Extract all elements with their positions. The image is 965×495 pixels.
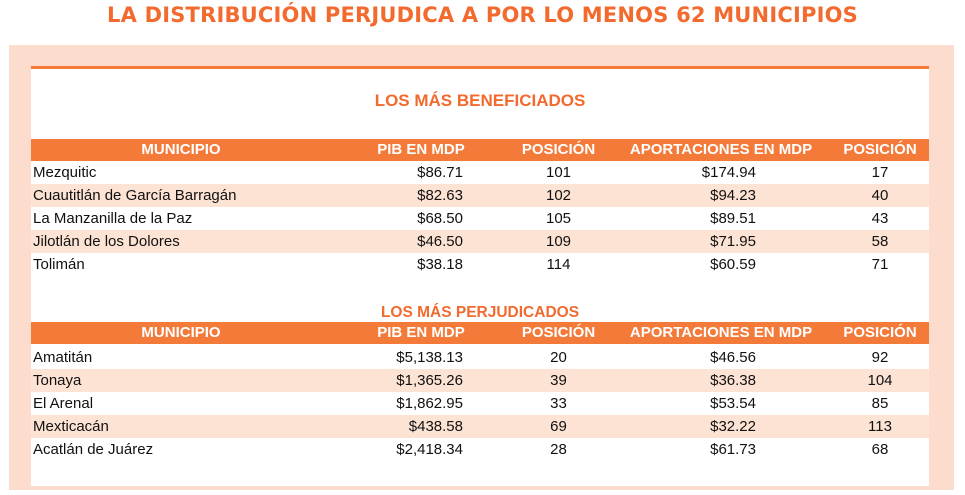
header-posicion-aportaciones: POSICIÓN [843, 324, 917, 341]
cell-municipio: Mezquitic [33, 164, 97, 181]
cell-pib: $1,862.95 [396, 395, 463, 412]
header-posicion-pib: POSICIÓN [521, 141, 596, 158]
cell-posicion-aportaciones: 17 [871, 164, 889, 181]
section-title-perjudicados: LOS MÁS PERJUDICADOS [380, 304, 580, 321]
cell-municipio: Jilotlán de los Dolores [33, 233, 180, 250]
cell-aportaciones: $61.73 [710, 441, 756, 458]
cell-posicion-pib: 105 [545, 210, 572, 227]
cell-municipio: El Arenal [33, 395, 94, 412]
cell-aportaciones: $36.38 [710, 372, 756, 389]
card-top-rule [31, 66, 929, 69]
cell-aportaciones: $174.94 [701, 164, 756, 181]
header-pib: PIB EN MDP [377, 141, 465, 158]
table-row: Mexticacán $438.58 69 $32.22 113 [31, 415, 929, 438]
cell-posicion-pib: 109 [545, 233, 572, 250]
cell-posicion-aportaciones: 58 [871, 233, 889, 250]
cell-municipio: Tolimán [33, 256, 85, 273]
cell-municipio: Cuautitlán de García Barragán [33, 187, 237, 204]
table-card: LOS MÁS BENEFICIADOS MUNICIPIO PIB EN MD… [31, 66, 929, 486]
cell-municipio: Tonaya [33, 372, 82, 389]
cell-posicion-pib: 102 [545, 187, 572, 204]
header-aportaciones: APORTACIONES EN MDP [629, 324, 813, 341]
table-row: Tonaya $1,365.26 39 $36.38 104 [31, 369, 929, 392]
header-row-perjudicados: MUNICIPIO PIB EN MDP POSICIÓN APORTACION… [31, 322, 929, 344]
cell-aportaciones: $71.95 [710, 233, 756, 250]
cell-pib: $1,365.26 [396, 372, 463, 389]
cell-posicion-aportaciones: 68 [871, 441, 889, 458]
cell-posicion-aportaciones: 92 [871, 349, 889, 366]
cell-posicion-aportaciones: 40 [871, 187, 889, 204]
cell-pib: $2,418.34 [396, 441, 463, 458]
cell-aportaciones: $94.23 [710, 187, 756, 204]
table-row: Mezquitic $86.71 101 $174.94 17 [31, 161, 929, 184]
cell-posicion-pib: 69 [550, 418, 567, 435]
cell-municipio: Acatlán de Juárez [33, 441, 154, 458]
cell-municipio: Amatitán [33, 349, 93, 366]
cell-posicion-aportaciones: 43 [871, 210, 889, 227]
table-row: El Arenal $1,862.95 33 $53.54 85 [31, 392, 929, 415]
cell-posicion-pib: 114 [546, 256, 571, 273]
table-row: Jilotlán de los Dolores $46.50 109 $71.95 58 [31, 230, 929, 253]
table-row: Acatlán de Juárez $2,418.34 28 $61.73 68 [31, 438, 929, 461]
table-row: La Manzanilla de la Paz $68.50 105 $89.51 43 [31, 207, 929, 230]
section-title-beneficiados: LOS MÁS BENEFICIADOS [374, 91, 586, 110]
cell-posicion-aportaciones: 113 [868, 418, 892, 435]
cell-municipio: La Manzanilla de la Paz [33, 210, 193, 227]
header-pib: PIB EN MDP [377, 324, 465, 341]
page-title: LA DISTRIBUCIÓN PERJUDICA A POR LO MENOS… [107, 3, 858, 27]
cell-municipio: Mexticacán [33, 418, 109, 435]
cell-pib: $86.71 [417, 164, 463, 181]
header-aportaciones: APORTACIONES EN MDP [629, 141, 813, 158]
header-posicion-pib: POSICIÓN [521, 324, 596, 341]
header-row-beneficiados: MUNICIPIO PIB EN MDP POSICIÓN APORTACION… [31, 139, 929, 161]
cell-pib: $38.18 [417, 256, 463, 273]
cell-pib: $46.50 [417, 233, 463, 250]
cell-posicion-aportaciones: 85 [871, 395, 889, 412]
cell-posicion-pib: 39 [550, 372, 567, 389]
table-row: Cuautitlán de García Barragán $82.63 102 $9… [31, 184, 929, 207]
cell-aportaciones: $46.56 [710, 349, 756, 366]
header-municipio: MUNICIPIO [141, 141, 221, 158]
cell-pib: $5,138.13 [396, 349, 463, 366]
table-row: Amatitán $5,138.13 20 $46.56 92 [31, 346, 929, 369]
cell-aportaciones: $32.22 [710, 418, 756, 435]
table-row: Tolimán $38.18 114 $60.59 71 [31, 253, 929, 276]
cell-posicion-pib: 101 [545, 164, 572, 181]
cell-aportaciones: $60.59 [710, 256, 756, 273]
cell-posicion-aportaciones: 71 [871, 256, 889, 273]
header-municipio: MUNICIPIO [141, 324, 221, 341]
cell-posicion-aportaciones: 104 [867, 372, 893, 389]
cell-pib: $68.50 [417, 210, 463, 227]
cell-aportaciones: $53.54 [710, 395, 756, 412]
header-posicion-aportaciones: POSICIÓN [843, 141, 917, 158]
cell-posicion-pib: 33 [550, 395, 567, 412]
cell-posicion-pib: 20 [550, 349, 567, 366]
cell-aportaciones: $89.51 [710, 210, 756, 227]
cell-pib: $82.63 [417, 187, 463, 204]
cell-pib: $438.58 [408, 418, 463, 435]
cell-posicion-pib: 28 [550, 441, 567, 458]
